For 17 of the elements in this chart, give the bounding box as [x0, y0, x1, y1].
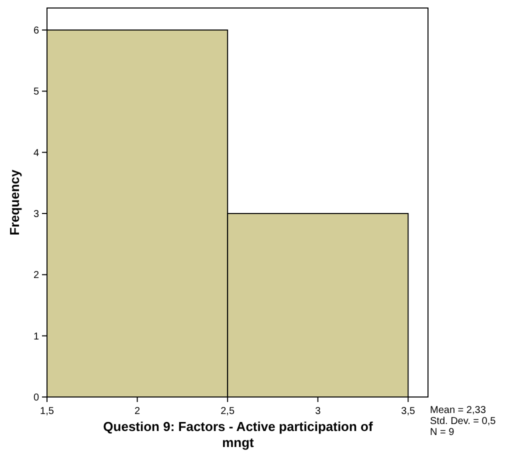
y-tick-label: 4 [33, 148, 40, 159]
x-tick-label: 2,5 [220, 406, 235, 417]
text: N = 9 [430, 427, 455, 438]
x-tick-label: 3 [315, 406, 322, 417]
y-tick-label: 3 [33, 209, 40, 220]
text: Mean = 2,33 [430, 405, 486, 416]
y-tick-label: 2 [33, 270, 40, 282]
x-tick-label: 2 [134, 406, 141, 417]
x-tick-label: 1,5 [40, 406, 54, 417]
y-tick-label: 1 [33, 331, 40, 342]
y-tick-label: 0 [33, 392, 40, 404]
text: Std. Dev. = 0,5 [430, 416, 496, 427]
y-tick-label: 5 [33, 86, 40, 98]
x-axis-title: Question 9: Factors - Active participation of mngt [103, 419, 374, 450]
x-tick-label: 3,5 [401, 406, 416, 417]
y-tick-label: 6 [33, 26, 40, 37]
y-axis-title: Frequency [7, 168, 22, 236]
